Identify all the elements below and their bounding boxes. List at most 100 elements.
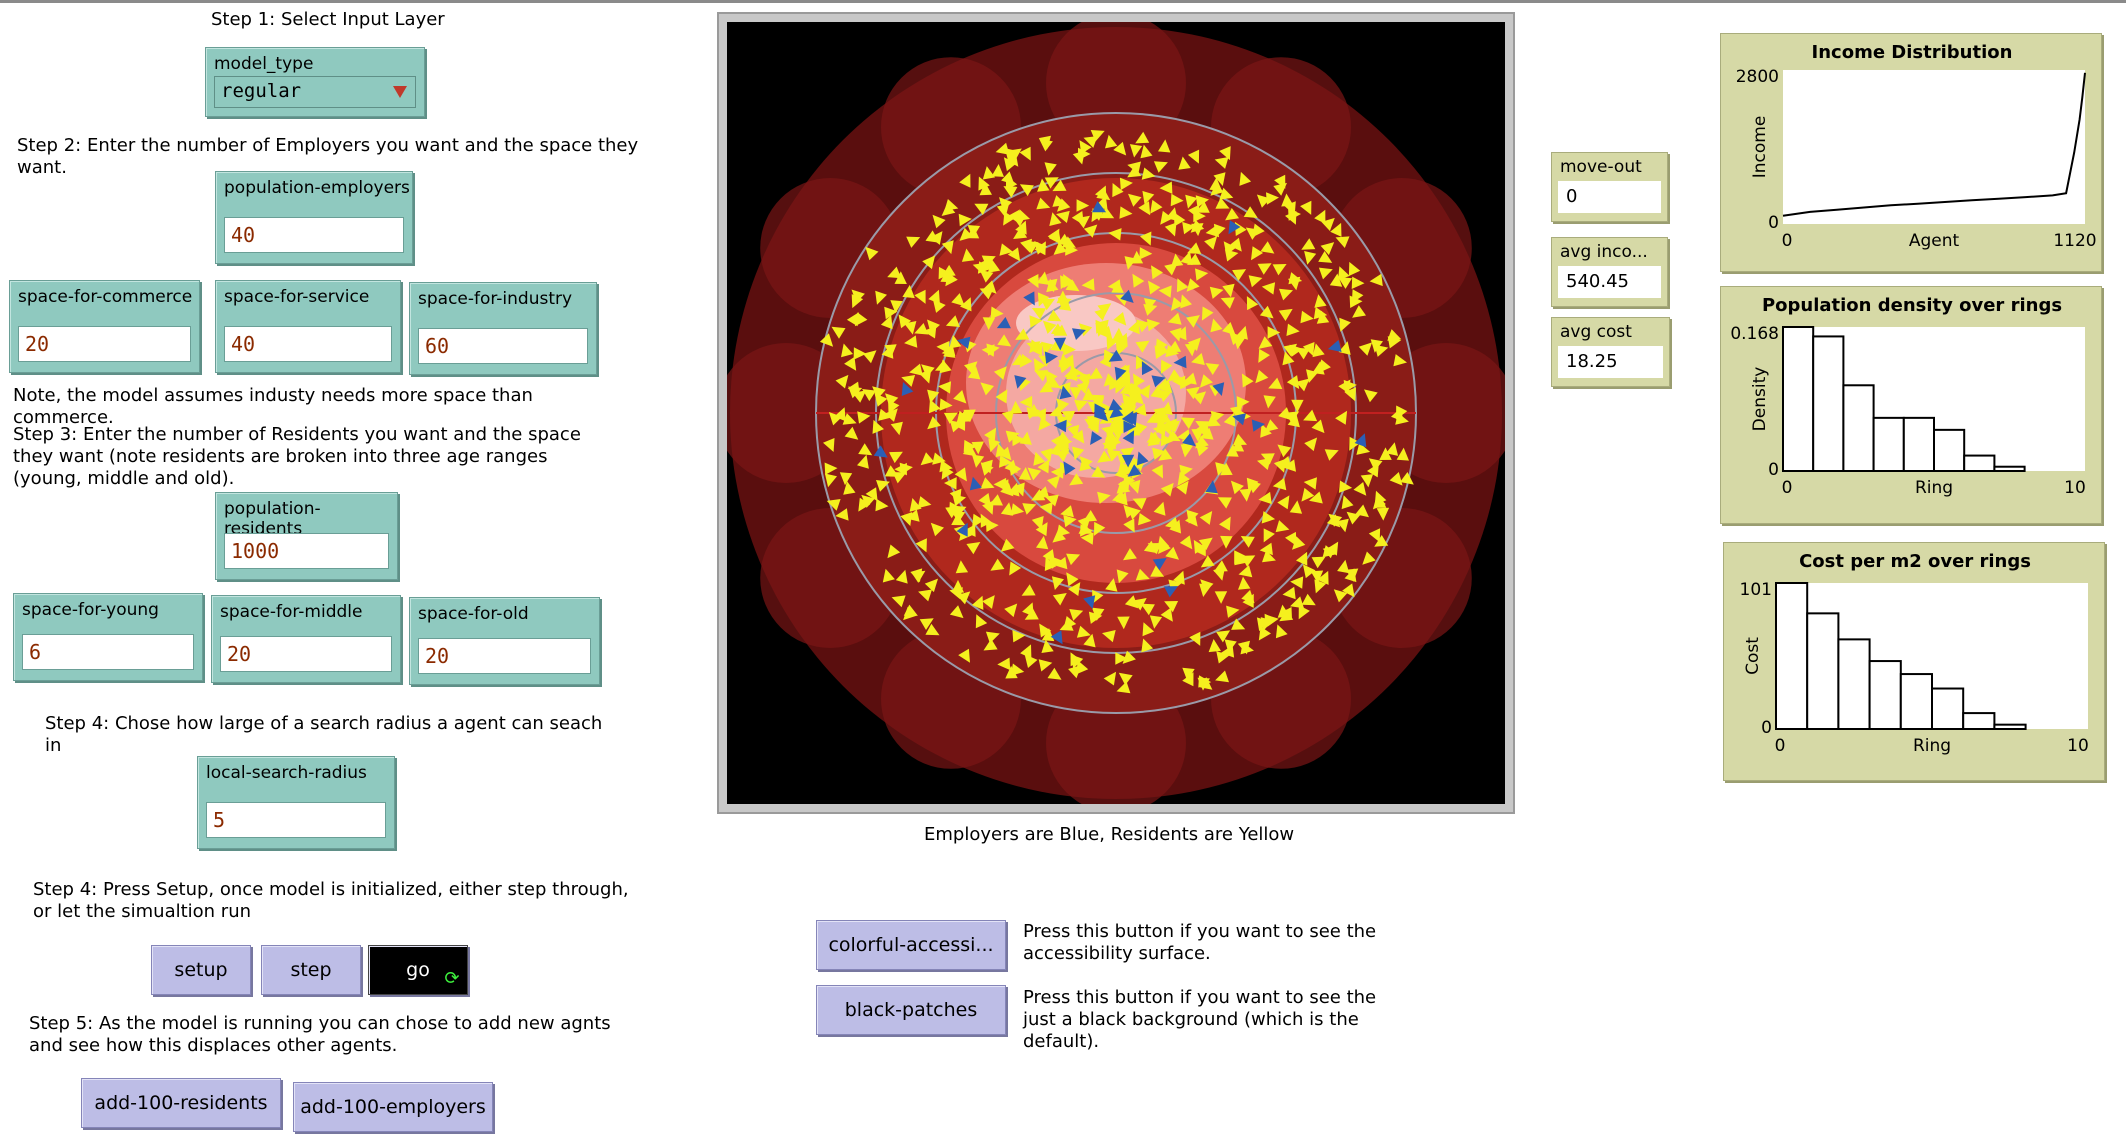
resident-agent [1151, 464, 1163, 479]
resident-agent [902, 284, 915, 299]
step1-note: Step 1: Select Input Layer [211, 9, 445, 30]
resident-agent [959, 227, 974, 241]
space-for-middle-input[interactable]: space-for-middle 20 [211, 595, 401, 683]
input-value[interactable]: 1000 [224, 533, 389, 569]
black-patches-button[interactable]: black-patches [816, 985, 1006, 1035]
resident-agent [874, 393, 888, 407]
industry-note: Note, the model assumes industy needs mo… [13, 385, 533, 428]
resident-agent [1267, 326, 1281, 339]
resident-agent [904, 321, 917, 335]
resident-agent [1342, 583, 1355, 598]
resident-agent [1039, 502, 1053, 515]
input-value[interactable]: 60 [418, 328, 588, 364]
resident-agent [1133, 373, 1145, 388]
resident-agent [1040, 298, 1055, 311]
resident-agent [1066, 553, 1081, 566]
step-button[interactable]: step [261, 945, 361, 995]
resident-agent [865, 246, 879, 261]
resident-agent [1369, 273, 1383, 287]
resident-agent [1233, 335, 1246, 350]
model-type-chooser[interactable]: model_type regular [205, 47, 425, 117]
resident-agent [846, 312, 859, 327]
input-value[interactable]: 40 [224, 217, 404, 253]
input-value[interactable]: 20 [220, 636, 392, 672]
local-search-radius-input[interactable]: local-search-radius 5 [197, 756, 395, 849]
resident-agent [944, 199, 959, 211]
resident-agent [943, 412, 958, 424]
space-for-service-input[interactable]: space-for-service 40 [215, 280, 401, 373]
population-density-plot: Population density over rings 0.168 0 0 10 Ri… [1720, 286, 2102, 524]
resident-agent [1068, 665, 1082, 679]
resident-agent [1153, 501, 1166, 516]
resident-agent [1167, 312, 1182, 325]
plot-title: Cost per m2 over rings [1799, 551, 2031, 572]
employer-agent [1127, 464, 1142, 477]
resident-agent [1220, 297, 1235, 309]
resident-agent [1338, 266, 1350, 281]
population-residents-input[interactable]: population-residents 1000 [215, 492, 398, 580]
x-tick-min: 0 [1775, 736, 1786, 756]
resident-agent [995, 389, 1008, 404]
resident-agent [1314, 579, 1327, 594]
resident-agent [1358, 342, 1373, 356]
resident-agent [1182, 221, 1196, 235]
employer-agent [1063, 461, 1076, 476]
employer-agent [1152, 558, 1167, 571]
resident-agent [1095, 185, 1107, 200]
resident-agent [1015, 328, 1030, 340]
space-for-industry-input[interactable]: space-for-industry 60 [409, 282, 597, 375]
space-for-young-input[interactable]: space-for-young 6 [13, 593, 203, 681]
go-button[interactable]: go ⟳ [368, 945, 468, 995]
resident-agent [1236, 396, 1250, 409]
space-for-commerce-input[interactable]: space-for-commerce 20 [9, 280, 200, 373]
resident-agent [1258, 348, 1270, 363]
resident-agent [1146, 318, 1161, 332]
resident-agent [1368, 528, 1381, 543]
resident-agent [1150, 199, 1163, 214]
resident-agent [862, 389, 877, 402]
resident-agent [1146, 411, 1161, 423]
resident-agent [1352, 305, 1366, 318]
resident-agent [1318, 251, 1333, 263]
resident-agent [1268, 377, 1283, 389]
resident-agent [1255, 369, 1269, 384]
resident-agent [1300, 200, 1312, 215]
employer-agent [1092, 201, 1107, 213]
setup-button[interactable]: setup [151, 945, 251, 995]
colorful-accessibility-button[interactable]: colorful-accessi... [816, 920, 1006, 970]
resident-agent [1132, 598, 1147, 611]
resident-agent [1241, 373, 1254, 388]
monitor-value: 540.45 [1558, 266, 1661, 298]
resident-agent [953, 390, 967, 404]
resident-agent [1232, 269, 1247, 281]
resident-agent [872, 419, 884, 434]
input-value[interactable]: 20 [18, 326, 191, 362]
resident-agent [1141, 167, 1156, 180]
resident-agent [885, 393, 899, 407]
resident-agent [987, 259, 1001, 273]
world-caption: Employers are Blue, Residents are Yellow [924, 824, 1295, 845]
resident-agent [1304, 437, 1318, 452]
resident-agent [1187, 337, 1201, 351]
resident-agent [1076, 660, 1089, 675]
resident-agent [1138, 384, 1151, 399]
add-100-residents-button[interactable]: add-100-residents [81, 1078, 281, 1128]
input-value[interactable]: 5 [206, 802, 386, 838]
y-tick-max: 101 [1740, 580, 1772, 600]
space-for-old-input[interactable]: space-for-old 20 [409, 597, 600, 685]
population-employers-input[interactable]: population-employers 40 [215, 171, 413, 264]
input-label: space-for-industry [418, 289, 573, 309]
employer-agent [1108, 398, 1123, 411]
add-100-employers-button[interactable]: add-100-employers [293, 1082, 493, 1132]
step4-radius-note: Step 4: Chose how large of a search radi… [45, 713, 603, 756]
employer-agent [1090, 431, 1103, 445]
employer-agent [1109, 405, 1124, 419]
resident-agent [1094, 521, 1106, 536]
chooser-select[interactable]: regular [214, 76, 416, 108]
employer-agent [1327, 339, 1342, 352]
input-value[interactable]: 6 [22, 634, 194, 670]
resident-agent [1097, 450, 1112, 463]
input-value[interactable]: 20 [418, 638, 591, 674]
input-value[interactable]: 40 [224, 326, 392, 362]
resident-agent [1374, 495, 1387, 508]
